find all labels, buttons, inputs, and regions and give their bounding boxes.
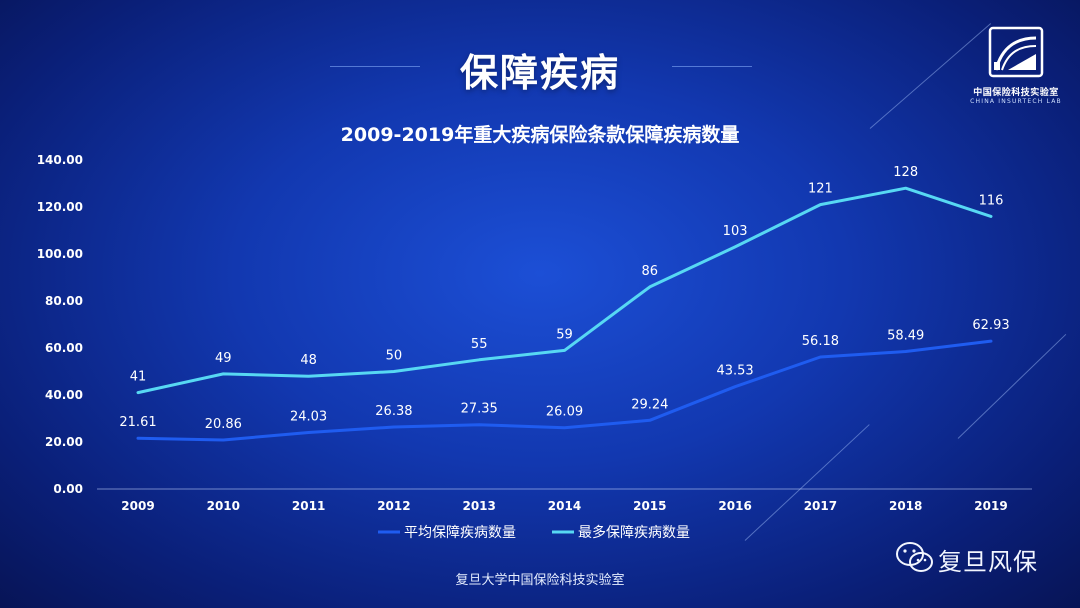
data-label: 62.93 (972, 318, 1009, 333)
data-label: 103 (723, 224, 748, 239)
wechat-icon (895, 540, 935, 580)
series-line-average (136, 339, 993, 442)
x-tick-label: 2013 (462, 499, 495, 513)
y-tick-label: 80.00 (45, 294, 83, 308)
data-label: 20.86 (205, 417, 242, 432)
x-tick-label: 2015 (633, 499, 666, 513)
data-label: 26.09 (546, 405, 583, 420)
data-label: 43.53 (716, 364, 753, 379)
data-label: 121 (808, 182, 833, 197)
lab-logo (988, 26, 1044, 78)
x-tick-label: 2009 (121, 499, 154, 513)
y-tick-label: 60.00 (45, 341, 83, 355)
chart-title: 2009-2019年重大疾病保险条款保障疾病数量 (340, 124, 740, 146)
y-tick-label: 40.00 (45, 388, 83, 402)
x-tick-label: 2017 (804, 499, 837, 513)
data-label: 26.38 (375, 404, 412, 419)
data-label: 128 (893, 165, 918, 180)
data-label: 41 (130, 370, 147, 385)
y-tick-label: 120.00 (37, 200, 83, 214)
x-tick-label: 2019 (974, 499, 1007, 513)
data-label: 55 (471, 337, 488, 352)
data-label: 29.24 (631, 397, 668, 412)
lab-logo-icon (988, 26, 1044, 78)
series-line-maximum (136, 186, 993, 395)
data-label: 116 (979, 193, 1004, 208)
y-tick-label: 100.00 (37, 247, 83, 261)
lab-name-en: CHINA INSURTECH LAB (970, 98, 1062, 105)
x-tick-label: 2011 (292, 499, 325, 513)
x-tick-label: 2012 (377, 499, 410, 513)
y-tick-label: 20.00 (45, 435, 83, 449)
lab-name-cn: 中国保险科技实验室 (973, 88, 1059, 98)
x-tick-label: 2010 (207, 499, 240, 513)
data-label: 24.03 (290, 410, 327, 425)
data-label: 58.49 (887, 329, 924, 344)
title-right-rule (672, 66, 752, 67)
legend-label: 平均保障疾病数量 (404, 525, 516, 541)
data-label: 27.35 (461, 402, 498, 417)
data-label: 86 (642, 264, 659, 279)
data-label: 50 (386, 349, 403, 364)
watermark-text: 复旦风保 (938, 548, 1038, 576)
y-tick-label: 0.00 (53, 482, 83, 496)
legend-label: 最多保障疾病数量 (578, 524, 690, 541)
page-title: 保障疾病 (459, 51, 620, 95)
x-tick-label: 2014 (548, 499, 581, 513)
data-label: 59 (556, 327, 573, 342)
data-label: 21.61 (119, 415, 156, 430)
title-left-rule (330, 66, 420, 67)
data-label: 48 (300, 353, 317, 368)
footer-text: 复旦大学中国保险科技实验室 (455, 573, 625, 588)
data-label: 49 (215, 351, 232, 366)
y-tick-label: 140.00 (37, 153, 83, 167)
x-tick-label: 2016 (718, 499, 751, 513)
data-label: 56.18 (802, 334, 839, 349)
x-tick-label: 2018 (889, 499, 922, 513)
